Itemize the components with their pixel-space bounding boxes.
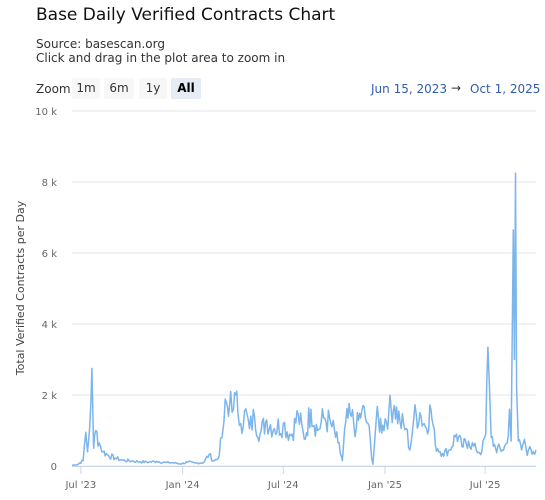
zoom-all-button[interactable]: All [171,78,201,99]
y-tick-label: 8 k [42,178,58,189]
x-tick-label: Jul '25 [469,480,501,491]
zoom-label: Zoom [36,82,71,96]
x-tick-label: Jul '24 [267,480,299,491]
x-tick-label: Jan '25 [367,480,402,491]
x-tick-label: Jul '23 [64,480,96,491]
y-tick-label: 2 k [42,391,58,402]
y-tick-label: 6 k [42,249,58,260]
y-tick-label: 10 k [35,107,57,118]
chart-title: Base Daily Verified Contracts Chart [36,5,336,25]
chart-zoom-hint: Click and drag in the plot area to zoom … [36,51,286,65]
range-arrow: → [451,81,462,95]
y-axis-label: Total Verified Contracts per Day [14,200,27,376]
y-axis: 0 2 k 4 k 6 k 8 k 10 k [35,107,57,473]
grid-lines [72,110,536,467]
y-tick-label: 0 [51,462,57,473]
y-tick-label: 4 k [42,320,58,331]
zoom-6m-button[interactable]: 6m [104,78,134,99]
zoom-1y-button[interactable]: 1y [139,78,167,99]
range-to-input[interactable]: Oct 1, 2025 [470,82,541,96]
x-axis: Jul '23 Jan '24 Jul '24 Jan '25 Jul '25 [64,466,536,491]
zoom-1m-button[interactable]: 1m [72,78,100,99]
chart-source: Source: basescan.org [36,37,165,51]
range-from-input[interactable]: Jun 15, 2023 [371,82,448,96]
series-line [71,172,537,467]
x-tick-label: Jan '24 [165,480,200,491]
